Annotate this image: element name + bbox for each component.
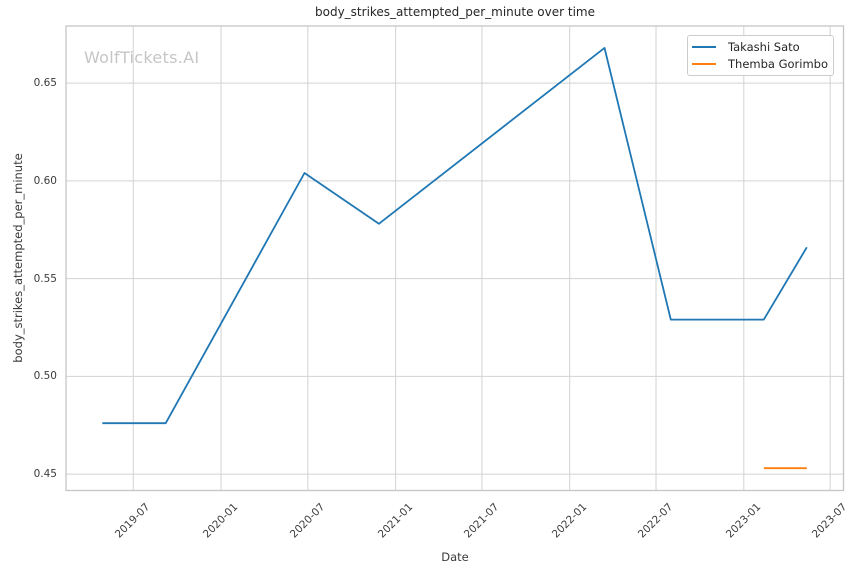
legend: Takashi Sato Themba Gorimbo (687, 35, 834, 76)
watermark: WolfTickets.AI (84, 48, 200, 67)
y-tick-label: 0.55 (33, 272, 57, 285)
legend-label: Takashi Sato (728, 39, 800, 54)
y-tick-label: 0.50 (33, 370, 57, 383)
legend-line-swatch-orange (692, 63, 716, 66)
legend-label: Themba Gorimbo (728, 57, 829, 72)
legend-line-swatch-blue (692, 45, 716, 48)
y-tick-label: 0.60 (33, 174, 57, 187)
plot-border (65, 25, 845, 492)
legend-entry-takashi-sato: Takashi Sato (692, 39, 825, 55)
x-axis-label: Date (441, 550, 469, 564)
series-line-takashi-sato (102, 47, 808, 425)
y-tick-label: 0.65 (33, 77, 57, 90)
legend-entry-themba-gorimbo: Themba Gorimbo (692, 56, 829, 72)
chart-title: body_strikes_attempted_per_minute over t… (315, 5, 595, 19)
y-tick-label: 0.45 (33, 468, 57, 481)
